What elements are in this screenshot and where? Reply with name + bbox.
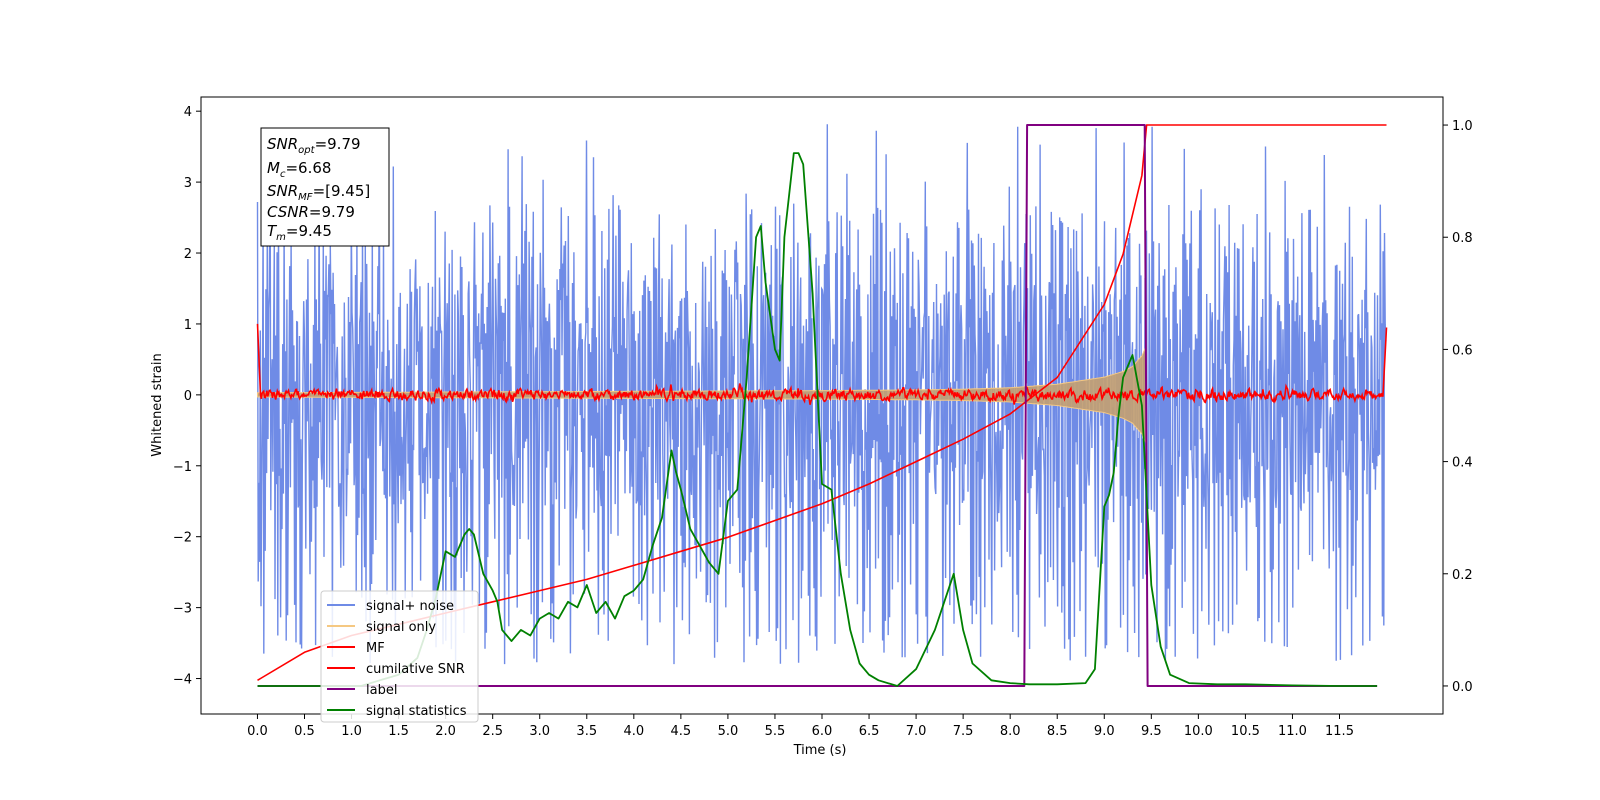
- x-tick-label: 4.0: [623, 724, 644, 739]
- annotation-snr-opt: SNRopt=9.79: [267, 135, 361, 156]
- legend-entry: MF: [366, 641, 385, 656]
- legend-entry: label: [366, 683, 397, 698]
- y-tick-label-right: 0.0: [1452, 680, 1473, 695]
- y-tick-label-left: −2: [173, 531, 192, 546]
- x-axis-label: Time (s): [793, 743, 847, 758]
- x-tick-label: 10.5: [1231, 724, 1260, 739]
- y-axis-right: 0.0 0.2 0.4 0.6 0.8 1.0: [1443, 119, 1473, 695]
- x-tick-label: 2.5: [482, 724, 503, 739]
- x-tick-label: 3.5: [576, 724, 597, 739]
- x-tick-label: 3.0: [529, 724, 550, 739]
- annotation-tm: Tm=9.45: [267, 222, 332, 243]
- x-tick-label: 6.0: [812, 724, 833, 739]
- series-signal-statistics: [257, 152, 1378, 687]
- annotation-snr-mf: SNRMF=[9.45]: [267, 182, 370, 203]
- legend-entry: signal+ noise: [366, 599, 454, 614]
- x-tick-label: 4.5: [671, 724, 692, 739]
- y-tick-label-left: −1: [173, 460, 192, 475]
- y-tick-label-left: −4: [173, 673, 192, 688]
- annotation-csnr: CSNR=9.79: [267, 203, 355, 221]
- y-tick-label-left: 1: [184, 318, 192, 333]
- y-tick-label-left: 0: [184, 389, 192, 404]
- x-tick-label: 1.0: [341, 724, 362, 739]
- y-tick-label-left: 4: [184, 105, 192, 120]
- legend-box: [320, 590, 479, 723]
- x-axis: 0.0 0.5 1.0 1.5 2.0 2.5 3.0 3.5 4.0 4.5 5.0 5.5 6.0 6…: [247, 714, 1354, 739]
- y-tick-label-left: 3: [184, 176, 192, 191]
- y-axis-left: −4 −3 −2 −1 0 1 2 3 4: [173, 105, 201, 688]
- x-tick-label: 10.0: [1184, 724, 1213, 739]
- x-tick-label: 7.5: [953, 724, 974, 739]
- x-tick-label: 5.5: [765, 724, 786, 739]
- x-tick-label: 5.0: [718, 724, 739, 739]
- x-tick-label: 11.0: [1278, 724, 1307, 739]
- y-tick-label-right: 0.2: [1452, 568, 1473, 583]
- y-tick-label-right: 0.4: [1452, 456, 1473, 471]
- x-tick-label: 7.0: [906, 724, 927, 739]
- legend-entry: signal only: [366, 620, 436, 635]
- y-tick-label-left: −3: [173, 602, 192, 617]
- x-tick-label: 1.5: [388, 724, 409, 739]
- y-tick-label-left: 2: [184, 247, 192, 262]
- y-tick-label-right: 1.0: [1452, 119, 1473, 134]
- legend-entry: cumilative SNR: [366, 662, 465, 677]
- y-axis-label: Whitened strain: [150, 353, 165, 456]
- x-tick-label: 0.0: [247, 724, 268, 739]
- x-tick-label: 2.0: [435, 724, 456, 739]
- legend: signal+ noise signal only MF cumilative SNR…: [320, 590, 479, 723]
- annotation-box: SNRopt=9.79 Mc=6.68 SNRMF=[9.45] CSNR=9.…: [260, 127, 390, 247]
- x-tick-label: 9.0: [1094, 724, 1115, 739]
- x-tick-label: 8.0: [1000, 724, 1021, 739]
- legend-entry: signal statistics: [366, 704, 467, 719]
- annotation-mc: Mc=6.68: [267, 159, 331, 180]
- x-tick-label: 8.5: [1047, 724, 1068, 739]
- y-tick-label-right: 0.8: [1452, 231, 1473, 246]
- x-tick-label: 11.5: [1325, 724, 1354, 739]
- y-tick-label-right: 0.6: [1452, 343, 1473, 358]
- series-mf: [256, 323, 1388, 405]
- x-tick-label: 0.5: [294, 724, 315, 739]
- x-tick-label: 6.5: [859, 724, 880, 739]
- x-tick-label: 9.5: [1141, 724, 1162, 739]
- series-signal-noise: [256, 124, 1387, 665]
